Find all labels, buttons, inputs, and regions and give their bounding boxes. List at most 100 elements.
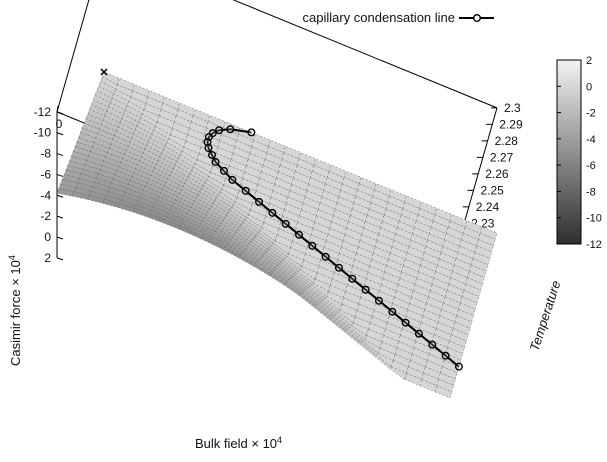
surface-patch [219,133,237,148]
surface-patch [255,184,274,198]
surface-patch [463,283,482,297]
z-tick [56,194,64,198]
surface-patch [433,328,452,342]
surface-patch [391,239,410,254]
surface-patch [143,102,162,117]
surface-patch [447,220,466,234]
surface-patch [444,233,462,247]
surface-patch [450,327,469,342]
surface-patch [407,360,426,374]
surface-patch [323,240,342,254]
surface-patch [382,271,401,285]
surface-patch [279,158,298,172]
z-tick-label: 2 [44,251,51,265]
surface-patch [233,201,251,216]
surface-patch [335,259,353,273]
surface-patch [223,178,242,192]
capillary-condensation-point [348,274,357,283]
surface-patch [175,108,194,123]
surface-patch [171,121,190,135]
surface-patch [423,366,441,380]
surface-patch [355,246,374,260]
surface-patch [285,196,304,210]
x-axis-title: Bulk field × 104 [195,435,282,451]
surface-patch [190,115,209,129]
colorbar-tick-label: -10 [586,213,602,225]
surface-patch [479,226,498,240]
surface-patch [425,239,443,253]
surface-patch [355,189,373,203]
surface-patch [403,315,422,330]
surface-patch [455,251,474,266]
surface-patch [266,146,284,160]
surface-patch [436,258,455,272]
colorbar-tick-label: -4 [586,134,596,146]
surface-patch [408,239,427,254]
surface-patch [289,240,308,255]
surface-patch [351,202,370,216]
surface-patch [326,170,345,185]
surface-patch [428,226,447,241]
surface-patch [460,232,479,247]
surface-patch [287,190,306,204]
surface-patch [398,214,417,228]
surface-patch [338,246,357,260]
z-axis-title: Casimir force × 104 [7,255,23,366]
surface-patch [428,347,447,361]
surface-patch [187,127,205,142]
surface-patch [132,84,150,98]
surface-patch [404,195,422,209]
surface-patch [396,341,415,355]
surface-patch [389,189,407,203]
surface-patch [245,158,264,173]
surface-patch [336,196,355,210]
colorbar-tick-label: -2 [586,108,596,120]
surface-patch [398,334,416,349]
surface-patch [314,272,333,286]
surface-patch [310,227,329,242]
surface-patch [207,114,226,129]
capillary-condensation-point [204,143,213,152]
surface-patch [409,296,427,310]
z-tick [56,132,64,136]
surface-patch [314,215,332,229]
surface-patch [323,183,341,197]
surface-patch [147,213,165,224]
surface-patch [374,240,393,254]
surface-patch [284,255,303,270]
surface-patch [427,290,446,304]
box-back-bottom-edge [56,0,90,112]
surface-patch [252,133,271,147]
y-tick-label: 2.26 [485,167,509,181]
surface-patch [404,252,423,266]
surface-patch [477,232,496,247]
surface-patch [376,233,395,247]
surface-patch [128,96,147,110]
surface-patch [434,385,453,399]
surface-patch [251,139,269,154]
surface-patch [365,271,384,286]
colorbar-tick-label: 0 [586,81,592,93]
surface-patch [367,322,386,336]
surface-patch [396,220,415,235]
surface-patch [375,352,394,368]
surface-patch [250,203,268,217]
capillary-condensation-line [206,128,460,368]
surface-patch [381,214,400,228]
z-tick [56,236,64,240]
surface-patch [427,233,445,247]
z-tick-label: -4 [40,188,51,202]
surface-patch [291,234,310,248]
surface-patch [421,372,439,386]
surface-patch [392,296,410,311]
surface-patch [215,146,234,160]
surface-patch [335,311,354,326]
surface-patch [317,202,336,216]
surface-patch [145,96,164,110]
surface-patch [358,297,376,311]
colorbar-tick-label: -6 [586,160,596,172]
surface-patch [448,334,467,348]
capillary-condensation-point [441,351,450,360]
capillary-condensation-point [228,175,237,184]
surface-patch [134,204,152,214]
